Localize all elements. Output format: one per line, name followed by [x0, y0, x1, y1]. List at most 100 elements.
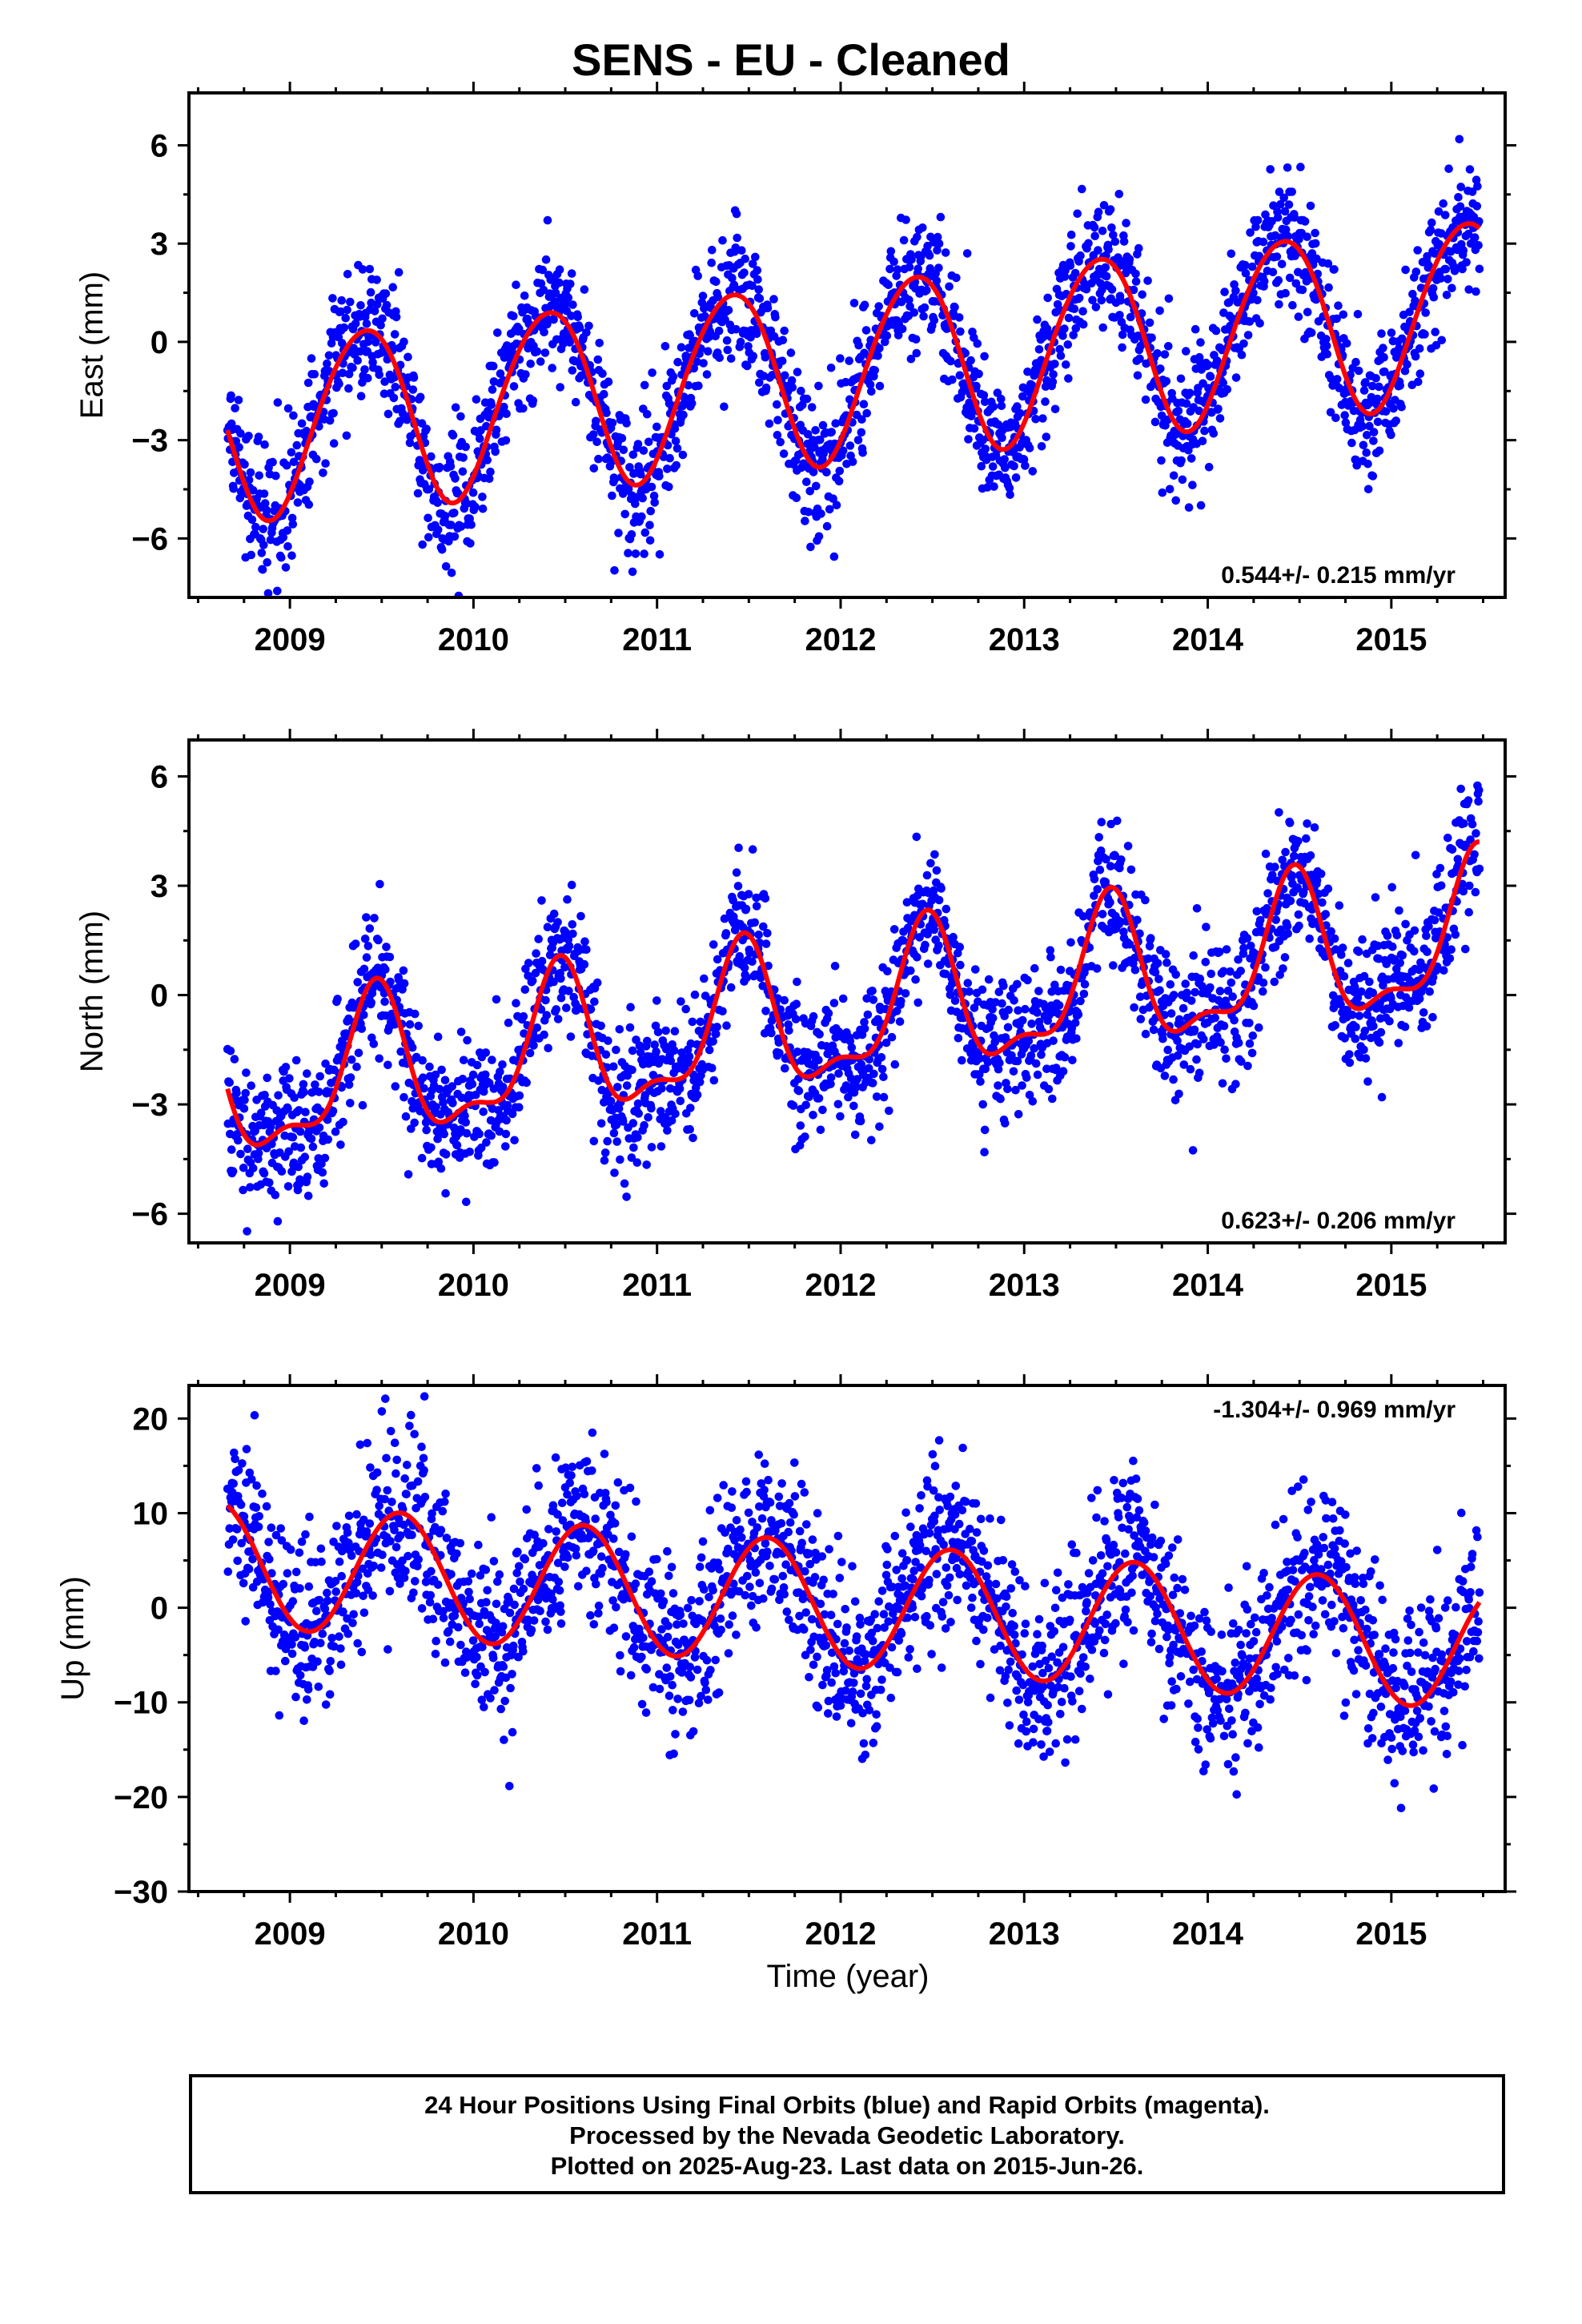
- data-point: [260, 499, 270, 508]
- data-point: [371, 338, 380, 347]
- data-point: [337, 296, 347, 305]
- data-point: [540, 348, 550, 357]
- y-tick-label: 20: [133, 1401, 169, 1437]
- data-point: [287, 1640, 296, 1649]
- data-point: [424, 533, 433, 542]
- data-point: [673, 444, 682, 453]
- x-tick-label: 2013: [989, 1916, 1060, 1952]
- data-point: [484, 474, 494, 483]
- data-point: [809, 468, 818, 476]
- data-point: [264, 1538, 273, 1546]
- data-point: [1011, 473, 1021, 482]
- data-point: [690, 309, 699, 318]
- data-point: [275, 1711, 284, 1720]
- data-point: [263, 589, 273, 597]
- data-point: [302, 426, 311, 436]
- data-point: [229, 484, 239, 493]
- y-axis-label: East (mm): [74, 271, 110, 419]
- data-point: [769, 295, 778, 304]
- data-point: [312, 454, 321, 464]
- data-point: [283, 404, 293, 413]
- data-point: [825, 505, 834, 514]
- data-point: [287, 448, 296, 457]
- data-point: [1013, 402, 1022, 411]
- data-point: [1176, 374, 1186, 384]
- data-point: [728, 273, 737, 283]
- data-point: [287, 1649, 297, 1659]
- data-point: [575, 324, 584, 332]
- data-point: [1182, 347, 1191, 356]
- data-point: [945, 282, 954, 292]
- data-point: [488, 385, 497, 394]
- data-point: [736, 337, 745, 347]
- data-point: [251, 1503, 261, 1512]
- data-point: [1088, 296, 1097, 305]
- data-point: [826, 364, 836, 372]
- data-point: [512, 280, 520, 290]
- data-point: [1094, 246, 1102, 255]
- data-point: [363, 373, 372, 383]
- data-point: [528, 396, 538, 405]
- data-point: [487, 400, 496, 409]
- data-point: [335, 380, 343, 388]
- data-point: [268, 457, 277, 467]
- data-point: [1021, 461, 1030, 470]
- data-point: [342, 431, 351, 440]
- data-point: [488, 361, 498, 371]
- data-point: [652, 422, 661, 432]
- data-point: [964, 435, 973, 444]
- data-point: [459, 453, 468, 462]
- data-point: [1070, 304, 1079, 314]
- data-point: [262, 505, 271, 515]
- data-point: [600, 389, 608, 399]
- y-tick-label: −10: [114, 1686, 168, 1721]
- data-point: [521, 370, 530, 379]
- data-point: [346, 297, 355, 307]
- data-point: [1106, 205, 1115, 214]
- data-point: [259, 525, 268, 533]
- data-point: [235, 443, 243, 452]
- data-point: [381, 289, 391, 298]
- data-point: [458, 467, 468, 476]
- data-point: [1060, 272, 1070, 281]
- data-point: [966, 412, 976, 420]
- data-point: [715, 353, 724, 363]
- data-point: [832, 501, 841, 509]
- chart-title: SENS - EU - Cleaned: [572, 34, 1010, 85]
- data-point: [1031, 415, 1040, 424]
- data-point: [496, 369, 505, 378]
- data-point: [356, 301, 365, 310]
- data-point: [905, 302, 914, 311]
- data-point: [919, 312, 928, 321]
- data-point: [329, 408, 338, 418]
- data-point: [541, 255, 551, 264]
- data-point: [989, 402, 998, 412]
- data-point: [234, 396, 243, 404]
- data-point: [1191, 324, 1200, 334]
- data-point: [836, 354, 845, 363]
- data-point: [723, 345, 733, 355]
- data-point: [433, 498, 442, 508]
- data-point: [679, 410, 688, 420]
- data-point: [236, 429, 245, 438]
- data-point: [822, 521, 832, 531]
- y-tick-label: 3: [151, 227, 168, 262]
- data-point: [848, 457, 857, 466]
- data-point: [259, 489, 269, 498]
- data-point: [788, 383, 797, 392]
- data-point: [382, 300, 391, 310]
- data-point: [893, 265, 902, 274]
- x-tick-label: 2009: [255, 1916, 326, 1952]
- data-point: [712, 277, 721, 287]
- data-point: [584, 321, 593, 331]
- data-point: [391, 383, 400, 392]
- data-point: [1147, 333, 1156, 343]
- data-point: [246, 468, 255, 477]
- data-point: [748, 259, 757, 268]
- data-point: [952, 273, 961, 283]
- data-point: [413, 489, 423, 498]
- data-point: [555, 265, 564, 275]
- data-point: [1200, 426, 1209, 436]
- data-point: [1078, 320, 1088, 329]
- data-point: [807, 403, 817, 412]
